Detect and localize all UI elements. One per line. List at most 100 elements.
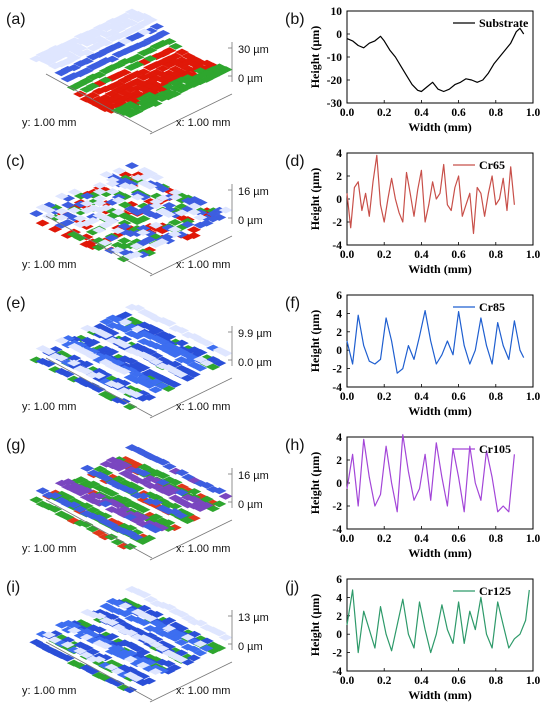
x-tick-label: 0.0 [340,533,355,545]
surface-plot: (e) 9.9 µm 0.0 µm y: 1.00 mm x: 1.00 mm [6,295,272,419]
y-tick-label: -2 [332,364,342,376]
x-tick-label: 0.8 [489,249,504,261]
surface-facet [156,29,171,37]
surface-facet [79,349,94,357]
surface-facet [186,226,201,234]
surface-facet [149,202,164,210]
surface-facet [104,217,119,225]
surface-facet [105,35,120,43]
surface-facet [117,58,132,66]
surface-facet [105,188,120,195]
surface-facet [149,493,164,501]
surface-facet [193,364,208,372]
surface-facet [48,492,63,500]
surface-facet [111,623,126,631]
surface-facet [105,619,120,627]
surface-panel-label: (c) [6,153,25,170]
surface-facet [180,374,195,382]
y-tick-label: 4 [336,308,342,320]
surface-facet [60,641,75,649]
surface-facet [54,192,69,200]
surface-facet [155,645,170,652]
surface-facet [99,24,114,32]
surface-facet [98,239,113,247]
surface-facet [154,95,169,102]
y-axis-title: Height (µm) [308,594,322,657]
x-tick-label: 0.2 [377,533,392,545]
surface-facet [148,386,163,394]
surface-facet [111,196,126,204]
x-tick-label: 0.0 [340,249,355,261]
surface-facet [130,208,145,216]
surface-facet [93,465,108,473]
surface-facet [29,496,44,504]
surface-facet [48,636,63,644]
surface-facet [29,638,44,646]
surface-facet [168,193,183,201]
surface-facet [41,58,56,66]
x-tick-label: 0.6 [451,675,466,687]
surface-facet [48,62,63,70]
surface-facet [193,221,208,229]
surface-facet [73,647,88,655]
surface-facet [123,73,138,81]
surface-facet [174,327,189,334]
surface-facet [92,626,107,634]
surface-facet [143,36,158,44]
surface-facet [110,246,125,254]
surface-facet [92,188,107,196]
x-tick-label: 0.4 [414,391,429,403]
surface-facet [187,202,202,210]
surface-panel-label: (a) [6,11,26,28]
surface-facet [149,23,164,30]
legend-label: Cr125 [479,584,511,598]
surface-facet [162,603,177,611]
y-tick-label: -4 [332,382,342,394]
legend-label: Substrate [479,16,529,30]
y-tick-label: 4 [336,592,342,604]
surface-facet [129,391,144,399]
surface-y-axis-label: y: 1.00 mm [22,259,76,271]
surface-facet [148,526,163,534]
y-tick-label: 0 [336,345,342,357]
surface-facet [168,634,183,642]
surface-facet [123,252,138,260]
surface-facet [142,637,157,645]
surface-facet [124,473,139,481]
surface-facet [131,15,146,23]
surface-facet [193,505,208,512]
surface-facet [111,25,126,33]
surface-facet [136,478,151,486]
surface-facet [117,76,132,84]
surface-facet [110,680,125,687]
x-tick-label: 0.4 [414,249,429,261]
surface-facet [148,668,163,675]
y-tick-label: -10 [327,52,343,64]
surface-facet [123,686,138,694]
surface-facet [123,641,138,649]
surface-facet [161,660,176,668]
surface-facet [156,185,171,193]
y-tick-label: 6 [336,574,342,586]
surface-facet [167,230,182,238]
surface-z-max-label: 30 µm [238,44,269,56]
surface-facet [91,372,106,380]
surface-facet [129,517,144,525]
surface-facet [149,173,164,181]
surface-facet [193,649,208,657]
surface-facet [85,382,100,390]
surface-facet [118,610,133,618]
surface-facet [136,229,151,236]
surface-facet [131,304,146,312]
x-tick-label: 0.2 [377,391,392,403]
surface-facet [136,661,151,669]
surface-facet [162,61,177,69]
y-tick-label: -20 [327,75,343,87]
surface-facet [136,648,151,656]
surface-panel-label: (i) [6,579,20,596]
surface-facet [66,501,81,509]
surface-facet [168,351,183,358]
surface-facet [124,162,139,170]
surface-facet [118,318,133,326]
